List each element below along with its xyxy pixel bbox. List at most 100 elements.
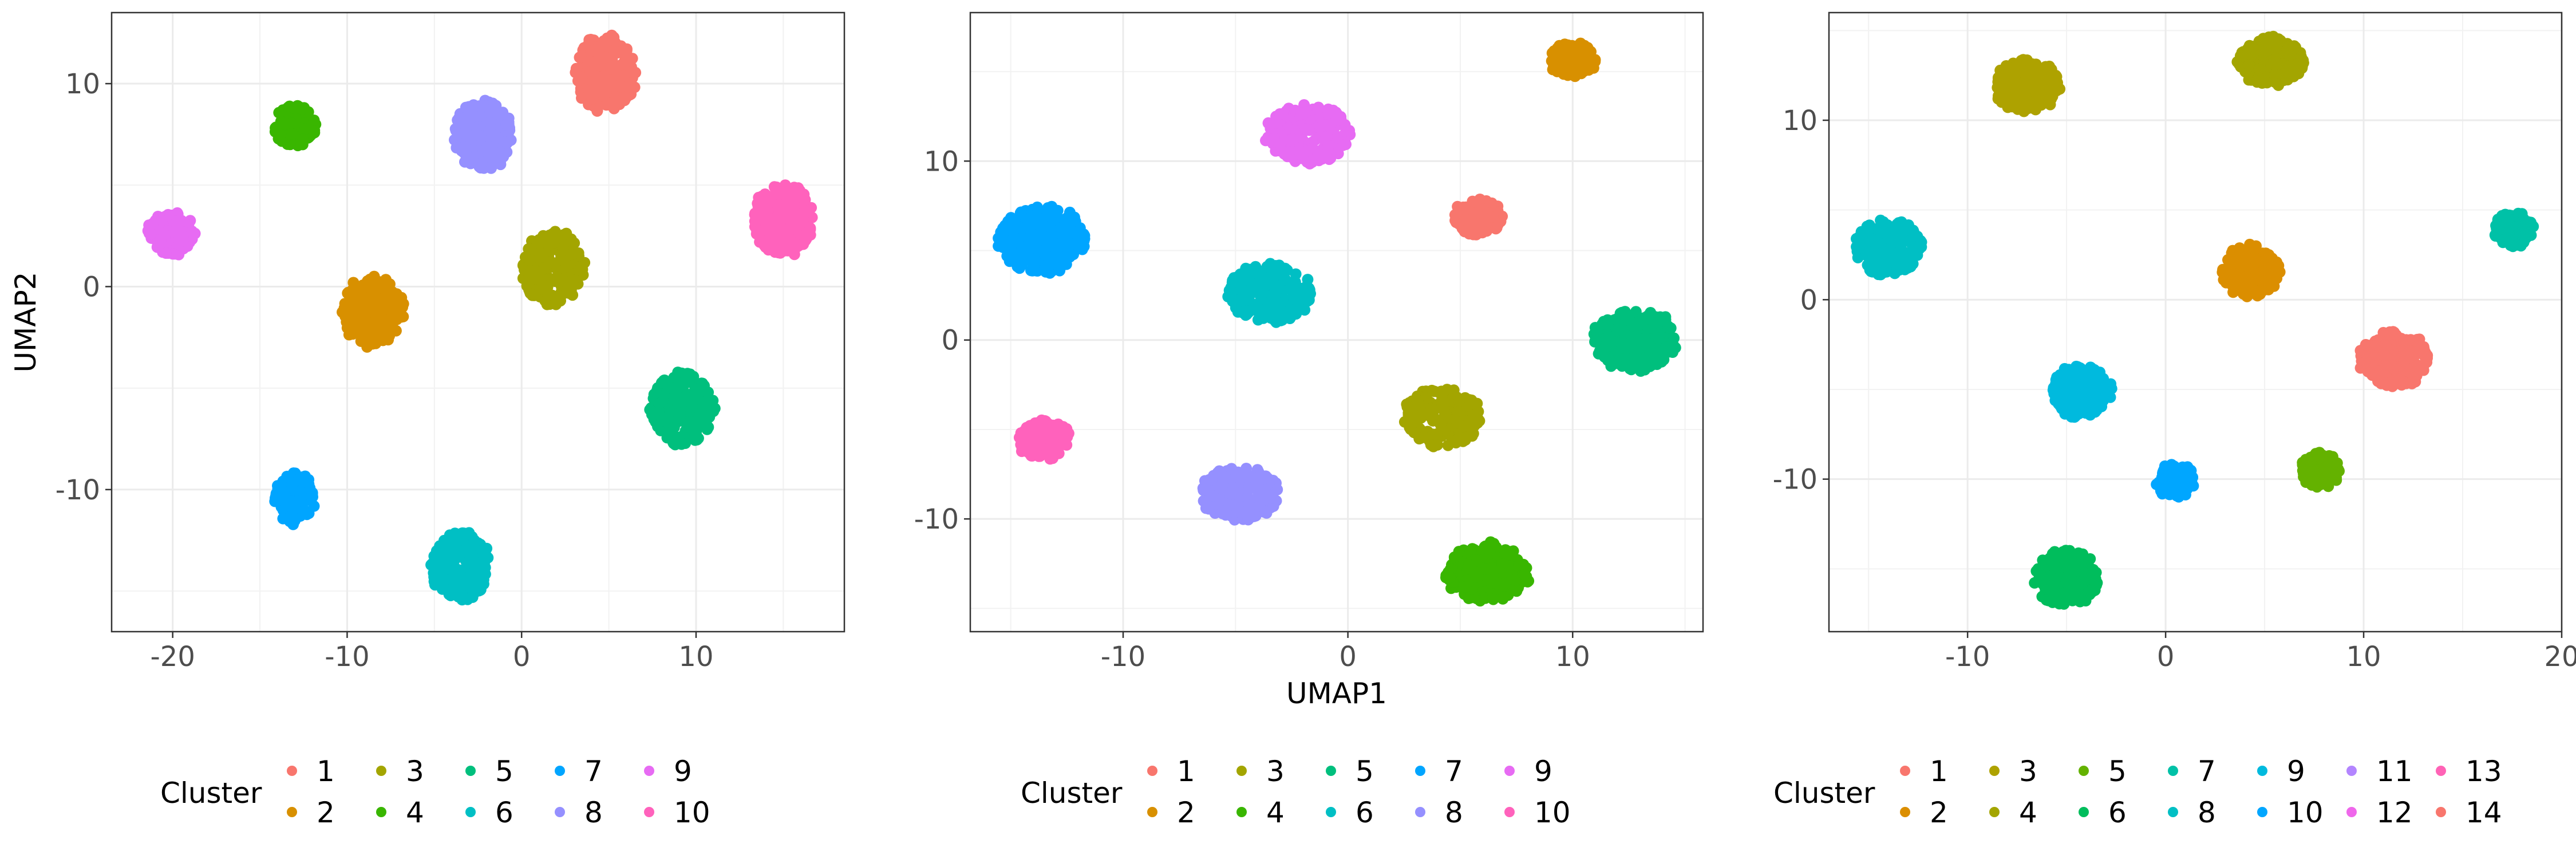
y-axis-title: UMAP2 bbox=[9, 272, 42, 373]
point-cluster-4 bbox=[1488, 538, 1500, 550]
point-cluster-5 bbox=[1626, 320, 1638, 332]
y-tick-label: 10 bbox=[65, 68, 100, 100]
x-axis-title: UMAP1 bbox=[1286, 677, 1387, 710]
point-cluster-10 bbox=[780, 240, 792, 252]
point-cluster-8 bbox=[492, 132, 504, 144]
point-cluster-4 bbox=[1443, 571, 1455, 583]
point-cluster-5 bbox=[668, 421, 680, 434]
point-cluster-8 bbox=[483, 125, 495, 136]
point-cluster-5 bbox=[702, 421, 714, 433]
point-cluster-2 bbox=[1552, 43, 1564, 55]
point-cluster-10 bbox=[772, 185, 784, 197]
point-cluster-7 bbox=[278, 486, 290, 498]
point-cluster-4 bbox=[1453, 546, 1465, 558]
point-cluster-8 bbox=[1243, 509, 1255, 521]
point-cluster-5 bbox=[677, 380, 689, 392]
panel-border bbox=[110, 11, 846, 633]
point-cluster-8 bbox=[1253, 488, 1265, 501]
point-cluster-3 bbox=[1415, 432, 1427, 444]
point-cluster-7 bbox=[1069, 226, 1081, 238]
point-cluster-4 bbox=[308, 115, 320, 126]
point-cluster-7 bbox=[306, 489, 318, 501]
point-cluster-3 bbox=[564, 275, 576, 287]
point-cluster-8 bbox=[500, 119, 512, 130]
point-cluster-9 bbox=[1274, 108, 1286, 120]
point-cluster-2 bbox=[2247, 287, 2259, 299]
point-cluster-10 bbox=[1025, 450, 1037, 462]
point-cluster-6 bbox=[1242, 306, 1254, 318]
point-cluster-8 bbox=[463, 113, 475, 125]
point-cluster-5 bbox=[1645, 307, 1657, 318]
point-cluster-7 bbox=[1015, 206, 1027, 218]
point-cluster-6 bbox=[430, 547, 442, 559]
point-cluster-4 bbox=[1496, 558, 1508, 570]
point-cluster-5 bbox=[1590, 335, 1602, 347]
point-cluster-3 bbox=[1435, 419, 1447, 431]
point-cluster-10 bbox=[1052, 418, 1064, 430]
point-cluster-1 bbox=[2409, 349, 2421, 361]
point-cluster-9 bbox=[1287, 133, 1298, 145]
point-cluster-9 bbox=[1325, 105, 1337, 117]
point-cluster-6 bbox=[479, 568, 491, 580]
point-cluster-1 bbox=[591, 105, 603, 117]
legend-key-8 bbox=[1415, 807, 1425, 817]
legend-key-10 bbox=[644, 807, 654, 817]
legend-key-10 bbox=[1504, 807, 1515, 817]
point-cluster-5 bbox=[1653, 332, 1665, 344]
point-cluster-4 bbox=[2274, 36, 2286, 48]
legend-label-9: 9 bbox=[1534, 755, 1552, 788]
legend-label-3: 3 bbox=[1266, 755, 1285, 788]
point-cluster-4 bbox=[2289, 58, 2301, 70]
point-cluster-5 bbox=[673, 431, 685, 443]
point-cluster-6 bbox=[461, 540, 473, 552]
point-cluster-10 bbox=[773, 202, 785, 214]
point-cluster-4 bbox=[1464, 592, 1476, 604]
x-tick-label: 10 bbox=[678, 641, 713, 673]
point-cluster-5 bbox=[687, 416, 699, 428]
legend-label-8: 8 bbox=[1445, 796, 1463, 829]
y-tick-label: -10 bbox=[56, 474, 100, 506]
point-cluster-9 bbox=[1294, 149, 1306, 161]
point-cluster-7 bbox=[1045, 228, 1057, 241]
point-cluster-3 bbox=[540, 231, 552, 243]
point-cluster-3 bbox=[557, 243, 569, 255]
point-cluster-5 bbox=[650, 387, 662, 399]
point-cluster-1 bbox=[1453, 203, 1465, 215]
point-cluster-7 bbox=[1018, 250, 1029, 262]
point-cluster-8 bbox=[1243, 482, 1255, 494]
point-cluster-9 bbox=[1312, 103, 1324, 115]
point-cluster-7 bbox=[1025, 231, 1036, 243]
point-cluster-6 bbox=[1252, 268, 1264, 280]
point-cluster-5 bbox=[1639, 333, 1651, 345]
point-cluster-10 bbox=[770, 212, 782, 224]
point-cluster-1 bbox=[615, 81, 627, 93]
point-cluster-7 bbox=[1028, 261, 1040, 273]
point-cluster-3 bbox=[2012, 66, 2024, 78]
point-cluster-9 bbox=[1312, 148, 1324, 160]
point-cluster-2 bbox=[372, 328, 383, 340]
point-cluster-8 bbox=[1216, 482, 1228, 494]
point-cluster-4 bbox=[1519, 569, 1531, 581]
point-cluster-4 bbox=[2259, 39, 2271, 51]
point-cluster-1 bbox=[575, 51, 587, 63]
point-cluster-1 bbox=[570, 62, 582, 74]
point-cluster-9 bbox=[1299, 123, 1311, 135]
point-cluster-6 bbox=[1286, 284, 1298, 296]
point-cluster-3 bbox=[542, 289, 554, 301]
point-cluster-7 bbox=[1029, 218, 1041, 230]
point-cluster-8 bbox=[1203, 503, 1215, 515]
point-cluster-5 bbox=[1602, 319, 1614, 330]
point-cluster-5 bbox=[1627, 361, 1639, 373]
y-tick-label: -10 bbox=[914, 503, 959, 535]
point-cluster-9 bbox=[1317, 119, 1329, 131]
point-cluster-6 bbox=[469, 562, 481, 574]
point-cluster-4 bbox=[1471, 555, 1483, 567]
point-cluster-9 bbox=[145, 228, 157, 240]
point-cluster-10 bbox=[788, 249, 800, 261]
point-cluster-3 bbox=[1463, 418, 1475, 430]
point-cluster-7 bbox=[293, 474, 305, 486]
point-cluster-4 bbox=[309, 124, 321, 136]
point-cluster-10 bbox=[749, 220, 761, 233]
point-cluster-7 bbox=[1036, 245, 1048, 257]
